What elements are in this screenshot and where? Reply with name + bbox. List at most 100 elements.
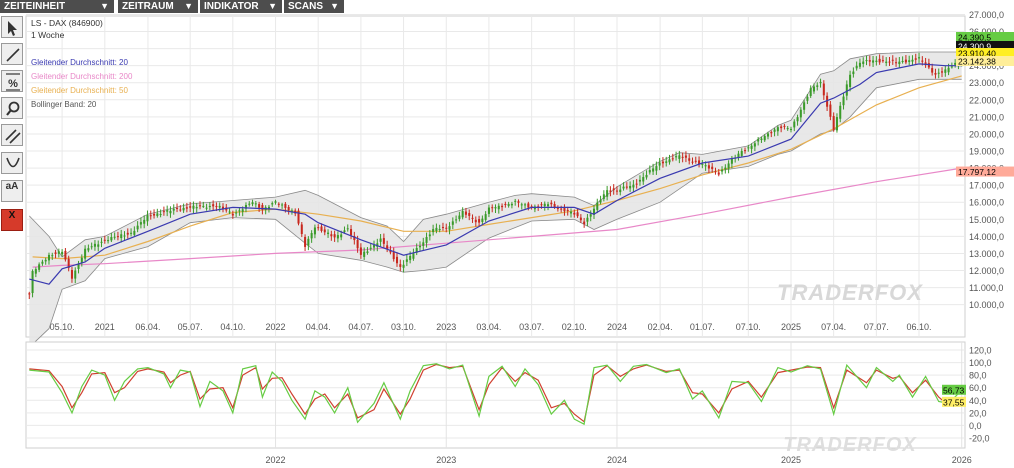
candle-body	[379, 238, 382, 242]
candle-body	[405, 259, 408, 262]
price-label-box	[956, 166, 1014, 177]
candle-body	[356, 239, 359, 249]
legend-entry: Gleitender Durchschnitt: 200	[31, 72, 133, 81]
candle-body	[464, 211, 467, 215]
price-x-tick-label: 2025	[781, 322, 801, 332]
candle-body	[629, 185, 632, 189]
candle-body	[786, 128, 789, 130]
candle-body	[858, 62, 861, 67]
candle-body	[750, 145, 753, 149]
stochastic-y-tick-label: 80,0	[969, 371, 987, 381]
candle-body	[323, 229, 326, 233]
candle-body	[195, 207, 198, 209]
price-y-tick-label: 11.000,0	[969, 283, 1003, 293]
candle-body	[382, 238, 385, 244]
price-y-tick-label: 15.000,0	[969, 215, 1004, 225]
candle-body	[776, 127, 779, 132]
candle-body	[228, 211, 231, 213]
candle-body	[799, 109, 802, 118]
candle-body	[553, 203, 556, 208]
text-tool-button[interactable]: aA	[1, 180, 23, 202]
candle-body	[212, 204, 215, 207]
candle-body	[537, 206, 540, 208]
menu-indikator-button[interactable]: INDIKATOR ▼	[200, 0, 282, 13]
candle-body	[412, 253, 415, 259]
price-x-tick-label: 03.10.	[391, 322, 416, 332]
legend-entry: Gleitender Durchschnitt: 20	[31, 58, 128, 67]
price-y-tick-label: 13.000,0	[969, 249, 1004, 259]
candle-body	[386, 245, 389, 249]
candle-body	[313, 227, 316, 235]
candle-body	[652, 168, 655, 172]
candle-body	[701, 163, 704, 165]
candle-body	[510, 203, 513, 206]
candle-body	[556, 208, 559, 210]
candle-body	[392, 252, 395, 260]
stochastic-x-tick-label: 2022	[266, 455, 286, 465]
candle-body	[133, 230, 136, 235]
candle-body	[560, 208, 563, 210]
candle-body	[179, 209, 182, 211]
candle-body	[806, 96, 809, 101]
curve-tool-button[interactable]	[1, 152, 23, 174]
zoom-button[interactable]	[1, 97, 23, 119]
candle-body	[842, 96, 845, 106]
text-tool-icon: aA	[5, 181, 19, 192]
price-y-tick-label: 16.000,0	[969, 198, 1004, 208]
menu-label: INDIKATOR	[204, 1, 259, 12]
candle-body	[563, 207, 566, 212]
candle-body	[947, 67, 950, 73]
stochastic-label-text: 37,55	[943, 397, 965, 407]
chart-legend: LS - DAX (846900) 1 Woche Gleitender Durch…	[31, 18, 133, 109]
menu-label: ZEITEINHEIT	[4, 1, 66, 12]
menu-zeitraum-button[interactable]: ZEITRAUM ▼	[118, 0, 198, 13]
candle-body	[428, 234, 431, 237]
candle-body	[638, 179, 641, 182]
candle-body	[258, 204, 261, 208]
delete-button[interactable]: X	[1, 209, 23, 231]
price-x-tick-label: 2024	[607, 322, 627, 332]
candle-body	[208, 206, 211, 208]
candle-body	[284, 203, 287, 208]
candle-body	[589, 214, 592, 217]
candle-body	[176, 207, 179, 209]
candle-body	[77, 264, 80, 269]
candle-body	[783, 125, 786, 127]
price-x-tick-label: 02.04.	[648, 322, 673, 332]
svg-text:%: %	[8, 78, 18, 90]
price-y-tick-label: 14.000,0	[969, 232, 1004, 242]
candle-body	[816, 85, 819, 87]
candle-body	[369, 247, 372, 249]
price-label-box	[956, 56, 1014, 66]
candle-body	[543, 203, 546, 207]
candle-body	[619, 189, 622, 193]
line-tool-button[interactable]	[1, 43, 23, 65]
candle-body	[688, 158, 691, 161]
candle-body	[773, 129, 776, 132]
candle-body	[205, 207, 208, 209]
cursor-button[interactable]	[1, 16, 23, 38]
candle-body	[888, 61, 891, 63]
candle-body	[596, 202, 599, 210]
menu-zeiteinheit-button[interactable]: ZEITEINHEIT ▼	[0, 0, 114, 13]
candle-body	[474, 219, 477, 223]
menu-scans-button[interactable]: SCANS ▼	[284, 0, 344, 13]
candle-body	[458, 215, 461, 220]
price-label-text: 23.910,40	[958, 49, 996, 59]
candle-body	[51, 255, 54, 257]
percent-tool-button[interactable]: %	[1, 70, 23, 92]
zoom-icon	[6, 101, 20, 116]
price-x-tick-label: 07.07.	[864, 322, 889, 332]
parallel-lines-button[interactable]	[1, 124, 23, 146]
candle-body	[921, 60, 924, 62]
candle-body	[684, 155, 687, 158]
candle-body	[950, 66, 953, 68]
candle-body	[359, 247, 362, 255]
candle-body	[100, 241, 103, 243]
candle-body	[872, 60, 875, 63]
candle-body	[524, 204, 527, 206]
candle-body	[711, 166, 714, 170]
candle-body	[484, 214, 487, 220]
candle-body	[363, 251, 366, 257]
